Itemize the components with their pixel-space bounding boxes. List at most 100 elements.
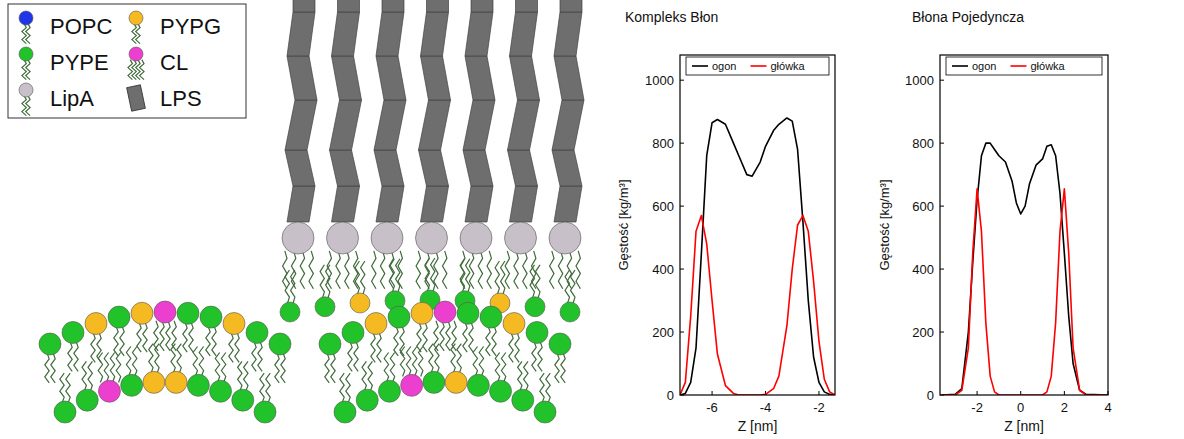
lipid-tail — [206, 326, 210, 356]
lipid-tail — [565, 270, 570, 304]
lipid — [350, 261, 370, 313]
diagram-legend: POPCPYPGPYPECLLipALPS — [8, 4, 246, 118]
lipid — [445, 344, 467, 394]
figure: POPCPYPGPYPECLLipALPSKompleks Błon020040… — [0, 0, 1184, 439]
lipid-tail — [326, 265, 330, 299]
lipid-tail — [74, 341, 78, 371]
lipid-head — [254, 401, 276, 423]
lipid-head — [129, 47, 143, 61]
lps-segment — [421, 186, 449, 222]
lipid — [371, 222, 403, 289]
legend-label: główka — [770, 60, 805, 72]
lipid-tail — [285, 270, 289, 304]
lipid-tail — [524, 361, 528, 391]
lps-segment — [287, 56, 317, 100]
lipid-tail — [495, 353, 499, 383]
lipid-head — [19, 11, 33, 25]
lipid-head — [480, 306, 502, 328]
lps-segment — [554, 12, 582, 56]
lipid-head — [445, 371, 467, 393]
chart-legend: ogongłówka — [946, 57, 1102, 75]
lipid-tail — [558, 251, 562, 289]
x-tick-label: -2 — [971, 400, 983, 415]
lipid-head — [388, 306, 410, 328]
lipid-tail — [266, 373, 270, 403]
lipid-head — [129, 11, 143, 25]
lipid-tail — [431, 258, 435, 292]
lipid — [560, 270, 580, 322]
lipid-tail — [416, 251, 420, 289]
lipid-tail — [183, 322, 187, 352]
lipid — [39, 333, 61, 383]
lipid — [143, 344, 165, 394]
lps-segment — [463, 150, 493, 186]
legend-label: LPS — [160, 86, 202, 111]
lipid-head — [401, 374, 423, 396]
lipid-tail — [443, 251, 447, 289]
legend-label: CL — [160, 50, 188, 75]
lipid-tail — [423, 322, 427, 352]
lipid-tail — [486, 326, 490, 356]
lipid-tail — [275, 353, 279, 383]
lipid-tail — [368, 361, 372, 391]
lps-segment — [332, 56, 362, 100]
lipid-head — [549, 333, 571, 355]
lipid-tail — [116, 353, 120, 383]
lipid — [19, 47, 33, 80]
lipid-tail — [501, 353, 505, 383]
lipid-tail — [327, 251, 331, 289]
lipid-tail — [523, 251, 527, 289]
lipid — [223, 313, 245, 363]
chart-legend: ogongłówka — [686, 57, 829, 75]
lipid-tail — [132, 60, 136, 80]
lipid — [19, 83, 33, 116]
lipid-tail — [396, 259, 400, 293]
lipid-head — [85, 313, 107, 335]
lipid — [85, 313, 107, 363]
lipid-tail — [309, 251, 313, 289]
lipid-head — [165, 371, 187, 393]
lipid-tail — [346, 373, 350, 403]
lipid-tail — [300, 251, 304, 289]
lipid-tail — [177, 344, 181, 374]
legend-icon — [127, 85, 146, 111]
lps-segment — [287, 12, 315, 56]
lipid-head — [315, 297, 335, 317]
lipid — [525, 265, 545, 317]
lipid — [400, 347, 423, 397]
lipid — [490, 261, 510, 313]
y-axis-title: Gęstość [kg/m³] — [877, 179, 892, 270]
x-axis-title: Z [nm] — [1004, 418, 1044, 434]
lipid — [549, 333, 571, 383]
lipid-tail — [88, 361, 92, 391]
lps-segment — [293, 0, 315, 12]
lps-segment — [554, 56, 584, 100]
lipid-tail — [390, 259, 394, 293]
lps-segment — [421, 12, 449, 56]
lipid — [460, 222, 492, 289]
lipid — [342, 321, 364, 371]
lps-segment — [285, 150, 315, 186]
legend-swatch — [952, 65, 968, 67]
lipid — [54, 373, 76, 423]
lipid-tail — [492, 326, 496, 356]
y-tick-label: 600 — [652, 199, 674, 214]
lipid-tail — [133, 347, 137, 377]
lps-segment — [465, 186, 493, 222]
lipid-tail — [394, 326, 398, 356]
lipid-tail — [425, 258, 429, 292]
lipid-tail — [435, 344, 439, 374]
lps-segment — [463, 100, 495, 150]
lipid-head — [200, 306, 222, 328]
lipid-tail — [22, 24, 26, 44]
lipid-head — [371, 222, 403, 254]
lipid-tail — [362, 361, 366, 391]
lipid-tail — [348, 341, 352, 371]
lps-segment — [332, 12, 360, 56]
lipid-tail — [137, 322, 141, 352]
legend-label: główka — [1030, 60, 1065, 72]
legend-label: POPC — [50, 14, 112, 39]
lps-segment — [465, 12, 493, 56]
lipid-head — [350, 293, 370, 313]
lps-segment — [508, 150, 538, 186]
